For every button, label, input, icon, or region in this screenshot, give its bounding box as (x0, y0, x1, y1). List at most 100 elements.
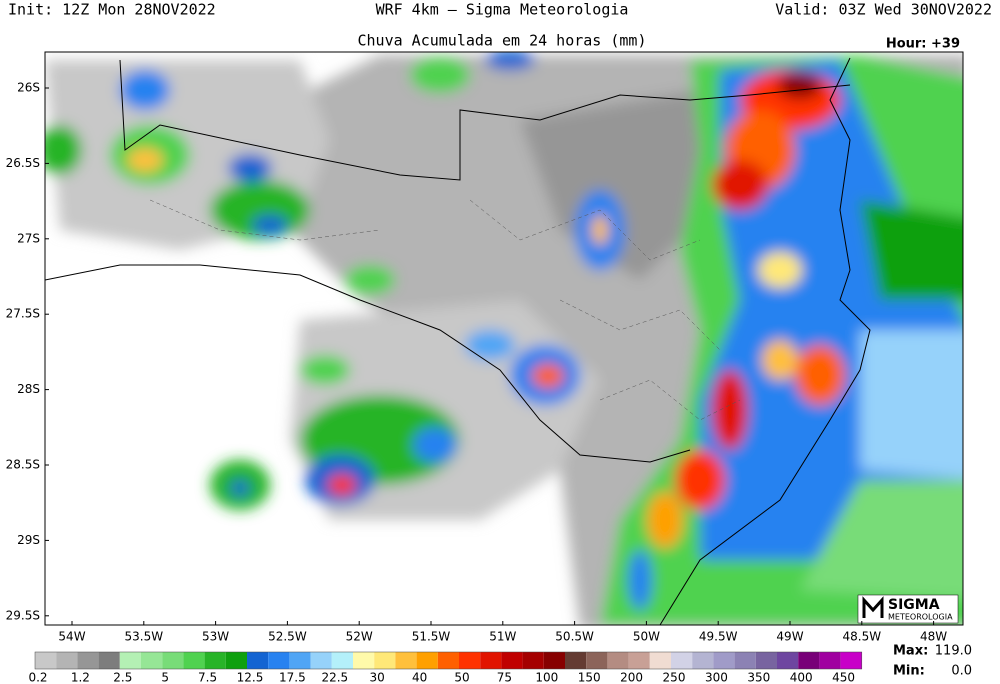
lon-label: 48W (920, 630, 947, 644)
lat-label: 29.5S (6, 608, 40, 622)
lon-label: 52.5W (268, 630, 307, 644)
colorbar-box (374, 652, 396, 669)
max-value: 119.0 (935, 644, 972, 659)
colorbar-box (755, 652, 777, 669)
forecast-hour: Hour: +39 (886, 37, 960, 52)
lat-label: 26S (17, 81, 40, 95)
colorbar-box (119, 652, 141, 669)
lat-label: 28.5S (6, 458, 40, 472)
lat-label: 26.5S (6, 156, 40, 170)
rain-blobs (45, 52, 963, 625)
colorbar-label: 300 (705, 671, 728, 684)
colorbar-label: 400 (790, 671, 813, 684)
lon-label: 49W (776, 630, 803, 644)
init-time: Init: 12Z Mon 28NOV2022 (8, 1, 216, 19)
colorbar-box (692, 652, 714, 669)
lon-label: 53.5W (125, 630, 164, 644)
lat-label: 29S (17, 533, 40, 547)
colorbar-box (353, 652, 375, 669)
colorbar-label: 12.5 (237, 671, 264, 684)
lon-label: 53W (202, 630, 229, 644)
logo: SIGMA METEOROLOGIA (857, 594, 959, 624)
colorbar-label: 450 (832, 671, 855, 684)
colorbar-box (819, 652, 841, 669)
colorbar-label: 22.5 (321, 671, 348, 684)
model-name: WRF 4km — Sigma Meteorologia (376, 1, 629, 19)
colorbar-box (77, 652, 99, 669)
colorbar-box (607, 652, 629, 669)
colorbar-label: 200 (620, 671, 643, 684)
colorbar-box (777, 652, 799, 669)
lon-label: 48.5W (843, 630, 882, 644)
max-label: Max: (893, 644, 928, 659)
colorbar-box (543, 652, 565, 669)
colorbar-box (501, 652, 523, 669)
colorbar-box (310, 652, 332, 669)
colorbar-box (649, 652, 671, 669)
colorbar-box (840, 652, 862, 669)
valid-time: Valid: 03Z Wed 30NOV2022 (775, 1, 992, 19)
lon-label: 51.5W (412, 630, 451, 644)
lon-label: 52W (346, 630, 373, 644)
colorbar-label: 100 (535, 671, 558, 684)
colorbar-box (798, 652, 820, 669)
colorbar-label: 150 (578, 671, 601, 684)
colorbar-label: 40 (412, 671, 427, 684)
colorbar-label: 0.2 (28, 671, 47, 684)
colorbar-box (331, 652, 353, 669)
lat-label: 27.5S (6, 307, 40, 321)
colorbar-label: 50 (454, 671, 469, 684)
lon-label: 51W (489, 630, 516, 644)
colorbar-box (268, 652, 290, 669)
colorbar-box (56, 652, 78, 669)
colorbar-box (586, 652, 608, 669)
logo-mark (862, 596, 884, 618)
map-frame (44, 51, 964, 626)
min-value: 0.0 (951, 664, 972, 679)
logo-name: SIGMA (888, 597, 940, 613)
colorbar-box (713, 652, 735, 669)
colorbar-box (247, 652, 269, 669)
colorbar-box (395, 652, 417, 669)
colorbar-box (480, 652, 502, 669)
colorbar-box (628, 652, 650, 669)
colorbar-box (204, 652, 226, 669)
colorbar-box (734, 652, 756, 669)
lon-label: 54W (58, 630, 85, 644)
colorbar-box (162, 652, 184, 669)
colorbar-box (35, 652, 57, 669)
precipitation-field (45, 52, 963, 625)
colorbar-label: 350 (747, 671, 770, 684)
lat-label: 28S (17, 382, 40, 396)
colorbar-box (459, 652, 481, 669)
colorbar-label: 5 (161, 671, 169, 684)
logo-sub: METEOROLOGIA (888, 613, 953, 622)
colorbar-box (98, 652, 120, 669)
map-title: Chuva Acumulada em 24 horas (mm) (358, 32, 647, 50)
colorbar-label: 30 (370, 671, 385, 684)
colorbar-box (671, 652, 693, 669)
colorbar-box (183, 652, 205, 669)
colorbar-box (289, 652, 311, 669)
colorbar-label: 17.5 (279, 671, 306, 684)
lon-label: 50W (633, 630, 660, 644)
colorbar-box (522, 652, 544, 669)
municipal-lines (149, 199, 741, 421)
colorbar-label: 1.2 (71, 671, 90, 684)
colorbar-box (437, 652, 459, 669)
lon-label: 49.5W (699, 630, 738, 644)
colorbar-box (225, 652, 247, 669)
colorbar-label: 2.5 (113, 671, 132, 684)
colorbar-box (416, 652, 438, 669)
colorbar-frame (34, 651, 863, 670)
colorbar-label: 7.5 (198, 671, 217, 684)
borders (45, 57, 871, 625)
colorbar-box (565, 652, 587, 669)
colorbar-label: 250 (663, 671, 686, 684)
colorbar-box (141, 652, 163, 669)
colorbar-label: 75 (497, 671, 512, 684)
min-label: Min: (893, 664, 925, 679)
lat-label: 27S (17, 231, 40, 245)
